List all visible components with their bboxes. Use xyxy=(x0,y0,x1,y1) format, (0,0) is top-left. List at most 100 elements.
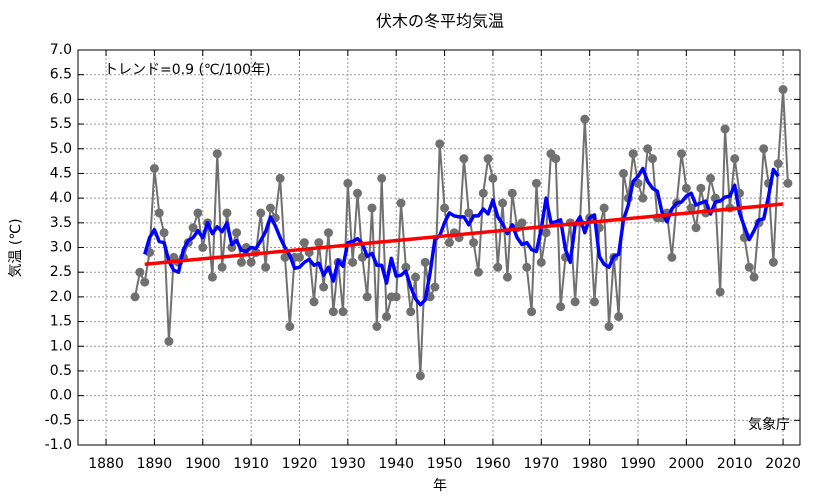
data-point xyxy=(648,154,658,164)
data-point xyxy=(401,262,411,272)
data-point xyxy=(140,277,150,287)
data-point xyxy=(130,292,140,302)
data-point xyxy=(773,159,783,169)
data-point xyxy=(783,178,793,188)
data-point xyxy=(536,257,546,267)
y-tick-label: 6.0 xyxy=(50,91,72,107)
x-tick-label: 1940 xyxy=(378,456,414,472)
data-point xyxy=(464,208,474,218)
data-point xyxy=(691,223,701,233)
data-point xyxy=(706,173,716,183)
x-tick-label: 1960 xyxy=(475,456,511,472)
data-point xyxy=(604,322,614,331)
data-point xyxy=(440,203,450,213)
data-point xyxy=(294,252,304,262)
data-point xyxy=(323,228,333,238)
data-point xyxy=(420,257,430,267)
data-point xyxy=(411,272,421,282)
y-tick-label: 3.0 xyxy=(50,240,72,256)
data-point xyxy=(217,262,227,272)
data-point xyxy=(730,154,740,164)
x-tick-label: 1910 xyxy=(233,456,269,472)
source-annotation: 気象庁 xyxy=(748,417,790,433)
data-point xyxy=(749,272,759,282)
data-point xyxy=(744,262,754,272)
data-point xyxy=(338,307,348,317)
y-tick-label: 5.0 xyxy=(50,141,72,157)
data-point xyxy=(715,287,725,297)
x-axis-label: 年 xyxy=(433,478,447,494)
x-tick-label: 1950 xyxy=(427,456,463,472)
y-tick-label: 3.5 xyxy=(50,215,72,231)
x-tick-label: 2020 xyxy=(765,456,801,472)
data-point xyxy=(135,267,145,277)
data-point xyxy=(391,292,401,302)
plot-frame xyxy=(77,49,801,446)
data-point xyxy=(469,238,479,248)
data-point xyxy=(643,144,653,154)
data-point xyxy=(589,297,599,307)
data-point xyxy=(599,203,609,213)
data-point xyxy=(478,188,488,198)
trend-annotation: トレンド=0.9 (℃/100年) xyxy=(104,62,271,78)
y-tick-label: 4.5 xyxy=(50,165,72,181)
data-point xyxy=(522,262,532,272)
y-tick-label: -0.5 xyxy=(45,412,72,428)
data-point xyxy=(430,282,440,292)
data-point xyxy=(681,183,691,193)
data-point xyxy=(362,292,372,302)
y-tick-label: -1.0 xyxy=(45,437,72,453)
data-point xyxy=(232,228,242,238)
data-point xyxy=(759,144,769,154)
x-tick-label: 1920 xyxy=(282,456,318,472)
y-tick-label: 4.0 xyxy=(50,190,72,206)
data-point xyxy=(677,149,687,159)
data-point xyxy=(720,124,730,134)
data-point xyxy=(498,198,508,208)
y-tick-label: 1.0 xyxy=(50,338,72,354)
data-point xyxy=(256,208,266,218)
data-point xyxy=(372,322,382,331)
data-point xyxy=(164,336,174,346)
data-point xyxy=(778,85,788,94)
data-point xyxy=(406,307,416,317)
data-point xyxy=(309,297,319,307)
data-point xyxy=(285,322,295,331)
data-point xyxy=(328,307,338,317)
x-tick-label: 1990 xyxy=(620,456,656,472)
y-tick-label: 5.5 xyxy=(50,116,72,132)
data-point xyxy=(483,154,493,164)
data-point xyxy=(261,262,271,272)
x-tick-label: 1930 xyxy=(330,456,366,472)
data-point xyxy=(343,178,353,188)
chart-title: 伏木の冬平均気温 xyxy=(376,12,504,31)
data-point xyxy=(396,198,406,208)
data-point xyxy=(556,302,566,312)
data-point xyxy=(638,193,648,203)
data-point xyxy=(531,178,541,188)
y-axis-label: 気温 (℃) xyxy=(8,218,24,277)
x-tick-label: 1970 xyxy=(523,456,559,472)
data-point xyxy=(159,228,169,238)
data-point xyxy=(299,238,309,248)
data-point xyxy=(236,257,246,267)
data-point xyxy=(319,282,329,292)
data-point xyxy=(570,297,580,307)
data-point xyxy=(502,272,512,282)
data-point xyxy=(193,208,203,218)
data-point xyxy=(154,208,164,218)
trend-line xyxy=(144,202,784,267)
y-tick-label: 6.5 xyxy=(50,67,72,83)
data-point xyxy=(459,154,469,164)
data-point xyxy=(207,272,217,282)
data-point xyxy=(357,252,367,262)
data-point xyxy=(275,173,285,183)
data-point xyxy=(246,257,256,267)
moving-average-line xyxy=(143,166,780,307)
data-point xyxy=(149,164,159,173)
data-point xyxy=(507,188,517,198)
data-point xyxy=(188,223,198,233)
data-point xyxy=(314,238,324,248)
data-point xyxy=(415,371,425,381)
